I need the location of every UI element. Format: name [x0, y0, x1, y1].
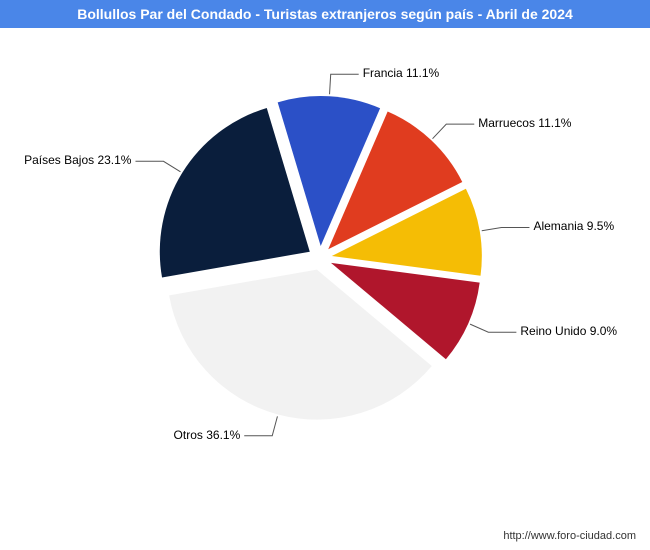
chart-title: Bollullos Par del Condado - Turistas ext… [77, 6, 573, 22]
chart-header: Bollullos Par del Condado - Turistas ext… [0, 0, 650, 28]
footer-credit: http://www.foro-ciudad.com [503, 530, 636, 542]
slice-label: Reino Unido 9.0% [520, 324, 617, 338]
slice-label: Francia 11.1% [363, 66, 439, 80]
slice-label: Marruecos 11.1% [478, 116, 571, 130]
slice-label: Alemania 9.5% [533, 219, 614, 233]
chart-area: Otros 36.1% Países Bajos 23.1% Francia 11.… [0, 28, 650, 518]
slice-label: Otros 36.1% [174, 428, 241, 442]
slice-label: Países Bajos 23.1% [24, 153, 131, 167]
